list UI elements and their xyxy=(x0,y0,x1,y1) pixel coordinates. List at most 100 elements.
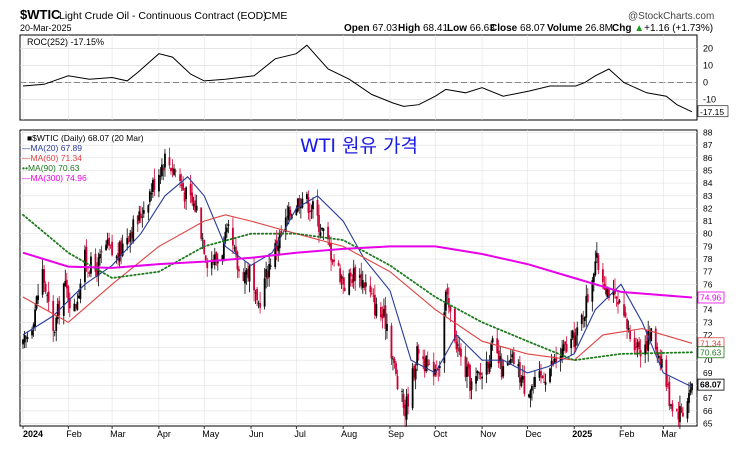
candle-body xyxy=(561,348,564,358)
candle-body xyxy=(343,287,346,292)
candle-body xyxy=(582,318,585,320)
candle-body xyxy=(164,153,166,168)
candle-body xyxy=(633,338,636,351)
candle-body xyxy=(688,392,690,403)
moving-average-lines xyxy=(22,176,693,388)
candle-body xyxy=(521,375,524,380)
legend-price: ■$WTIC (Daily) 68.07 (20 Mar) xyxy=(27,133,144,143)
candle-body xyxy=(404,404,406,417)
candle-body xyxy=(469,365,471,391)
candle-body xyxy=(576,327,579,336)
candle-body xyxy=(109,244,112,246)
candle-body xyxy=(682,412,684,417)
candle-body xyxy=(129,233,132,242)
price-tick-label: 86 xyxy=(703,153,713,163)
candle-body xyxy=(407,393,409,407)
candle-body xyxy=(562,344,565,351)
candle-body xyxy=(340,276,343,279)
candle-body xyxy=(179,174,181,181)
candle-body xyxy=(139,213,142,218)
candle-body xyxy=(383,308,385,317)
x-tick-label: 2025 xyxy=(572,429,592,439)
price-grid xyxy=(20,130,697,426)
value-label: 71.34 xyxy=(700,338,722,348)
candle-body xyxy=(221,255,224,261)
candle-body xyxy=(99,254,101,259)
candle-body xyxy=(657,355,660,358)
x-tick-label: Mar xyxy=(110,429,126,439)
candle-body xyxy=(354,267,357,281)
x-tick-label: Jun xyxy=(249,429,264,439)
candle-body xyxy=(476,370,479,374)
x-tick-label: Dec xyxy=(525,429,542,439)
candle-body xyxy=(466,366,468,377)
value-label: 74.96 xyxy=(700,292,722,302)
price-tick-label: 79 xyxy=(703,241,713,251)
candle-body xyxy=(360,273,363,287)
description-label: Light Crude Oil - Continuous Contract (E… xyxy=(59,10,267,22)
candle-body xyxy=(25,336,27,338)
candle-body xyxy=(458,347,461,352)
candle-body xyxy=(454,308,456,342)
candle-body xyxy=(627,328,630,330)
candle-body xyxy=(182,182,184,191)
x-tick-label: Jul xyxy=(294,429,306,439)
candle-body xyxy=(669,404,672,406)
candle-body xyxy=(318,215,320,233)
candle-body xyxy=(296,198,299,212)
candle-body xyxy=(225,227,228,233)
candle-body xyxy=(67,286,70,302)
candle-body xyxy=(259,303,261,308)
x-tick-label: 2024 xyxy=(23,429,43,439)
svg-text:Low 66.63: Low 66.63 xyxy=(447,23,495,34)
candle-body xyxy=(287,206,290,220)
candle-body xyxy=(654,328,657,350)
candle-body xyxy=(269,265,272,267)
price-tick-label: 69 xyxy=(703,368,713,378)
price-tick-label: 87 xyxy=(703,140,713,150)
candle-body xyxy=(210,260,213,269)
candle-body xyxy=(414,368,417,380)
candle-body xyxy=(284,217,287,233)
candle-body xyxy=(130,231,133,239)
svg-text:High 68.41: High 68.41 xyxy=(398,23,448,34)
price-tick-label: 81 xyxy=(703,216,713,226)
candle-body xyxy=(386,323,388,332)
x-tick-label: Oct xyxy=(433,429,448,439)
roc-panel-frame xyxy=(19,34,698,121)
candle-body xyxy=(361,280,364,288)
symbol-label: $WTIC xyxy=(20,7,61,22)
price-tick-label: 76 xyxy=(703,279,713,289)
candle-body xyxy=(487,362,490,369)
candle-body xyxy=(31,330,33,336)
candle-body xyxy=(573,332,576,348)
candle-body xyxy=(37,295,40,300)
candle-body xyxy=(105,244,107,251)
candle-body xyxy=(44,283,47,292)
candle-body xyxy=(485,361,488,375)
candle-body xyxy=(650,328,653,342)
candle-body xyxy=(363,283,366,288)
candle-body xyxy=(298,198,301,209)
candle-body xyxy=(62,283,65,316)
candle-body xyxy=(73,303,76,312)
roc-y-axis: 20 10 0 -10 -17.15 xyxy=(697,44,729,118)
candle-body xyxy=(597,255,600,270)
candle-body xyxy=(222,240,225,259)
candle-body xyxy=(299,207,302,209)
candle-body xyxy=(333,259,335,262)
price-tick-label: 72 xyxy=(703,330,713,340)
x-tick-label: Feb xyxy=(66,429,82,439)
square-icon: ■ xyxy=(27,133,32,143)
x-tick-label: May xyxy=(202,429,220,439)
price-tick-label: 80 xyxy=(703,229,713,239)
x-axis: 2024 Feb Mar Apr May Jun Jul Aug Sep Oct Nov Dec 202… xyxy=(22,426,677,439)
candle-body xyxy=(511,354,514,358)
value-label-box xyxy=(697,378,725,391)
candle-body xyxy=(65,279,68,289)
candle-body xyxy=(499,356,502,362)
roc-last-value: -17.15 xyxy=(700,107,724,117)
candle-body xyxy=(242,271,245,281)
candle-body xyxy=(85,246,88,266)
